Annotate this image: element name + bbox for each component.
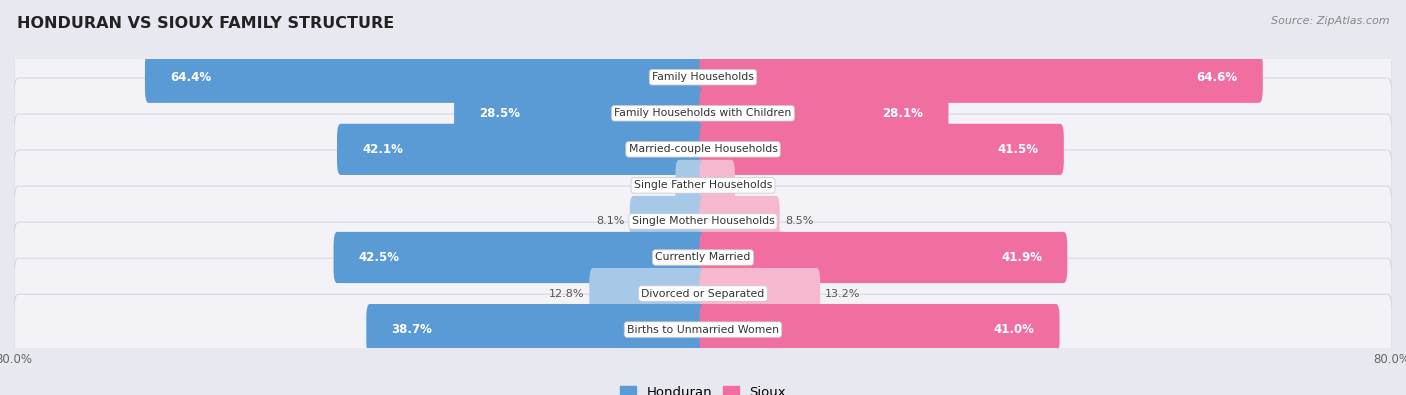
Text: Single Father Households: Single Father Households	[634, 181, 772, 190]
FancyBboxPatch shape	[700, 268, 820, 319]
Text: 42.1%: 42.1%	[361, 143, 404, 156]
FancyBboxPatch shape	[700, 160, 735, 211]
FancyBboxPatch shape	[14, 294, 1392, 365]
Text: Family Households: Family Households	[652, 72, 754, 82]
Text: 28.5%: 28.5%	[479, 107, 520, 120]
Text: 28.1%: 28.1%	[883, 107, 924, 120]
Text: 12.8%: 12.8%	[548, 288, 583, 299]
Text: 3.3%: 3.3%	[740, 181, 768, 190]
Text: Source: ZipAtlas.com: Source: ZipAtlas.com	[1271, 16, 1389, 26]
Text: 38.7%: 38.7%	[391, 323, 432, 336]
FancyBboxPatch shape	[675, 160, 706, 211]
FancyBboxPatch shape	[700, 52, 1263, 103]
Text: HONDURAN VS SIOUX FAMILY STRUCTURE: HONDURAN VS SIOUX FAMILY STRUCTURE	[17, 16, 394, 31]
Text: 13.2%: 13.2%	[825, 288, 860, 299]
Text: 41.5%: 41.5%	[998, 143, 1039, 156]
FancyBboxPatch shape	[14, 258, 1392, 329]
Text: 8.5%: 8.5%	[785, 216, 813, 226]
FancyBboxPatch shape	[589, 268, 706, 319]
Text: 8.1%: 8.1%	[596, 216, 624, 226]
Text: Currently Married: Currently Married	[655, 252, 751, 263]
FancyBboxPatch shape	[14, 114, 1392, 185]
FancyBboxPatch shape	[145, 52, 706, 103]
FancyBboxPatch shape	[14, 222, 1392, 293]
Text: 42.5%: 42.5%	[359, 251, 399, 264]
FancyBboxPatch shape	[333, 232, 706, 283]
FancyBboxPatch shape	[337, 124, 706, 175]
FancyBboxPatch shape	[367, 304, 706, 355]
FancyBboxPatch shape	[14, 42, 1392, 113]
Text: 41.9%: 41.9%	[1001, 251, 1042, 264]
Text: Divorced or Separated: Divorced or Separated	[641, 288, 765, 299]
Legend: Honduran, Sioux: Honduran, Sioux	[614, 381, 792, 395]
Text: 64.4%: 64.4%	[170, 71, 211, 84]
FancyBboxPatch shape	[700, 304, 1060, 355]
Text: Single Mother Households: Single Mother Households	[631, 216, 775, 226]
FancyBboxPatch shape	[700, 196, 780, 247]
Text: 64.6%: 64.6%	[1197, 71, 1237, 84]
Text: Births to Unmarried Women: Births to Unmarried Women	[627, 325, 779, 335]
FancyBboxPatch shape	[454, 88, 706, 139]
Text: Married-couple Households: Married-couple Households	[628, 144, 778, 154]
FancyBboxPatch shape	[700, 124, 1064, 175]
FancyBboxPatch shape	[14, 150, 1392, 221]
Text: 41.0%: 41.0%	[994, 323, 1035, 336]
Text: Family Households with Children: Family Households with Children	[614, 108, 792, 118]
FancyBboxPatch shape	[700, 88, 949, 139]
Text: 2.8%: 2.8%	[641, 181, 671, 190]
FancyBboxPatch shape	[700, 232, 1067, 283]
FancyBboxPatch shape	[14, 186, 1392, 257]
FancyBboxPatch shape	[630, 196, 706, 247]
FancyBboxPatch shape	[14, 78, 1392, 149]
